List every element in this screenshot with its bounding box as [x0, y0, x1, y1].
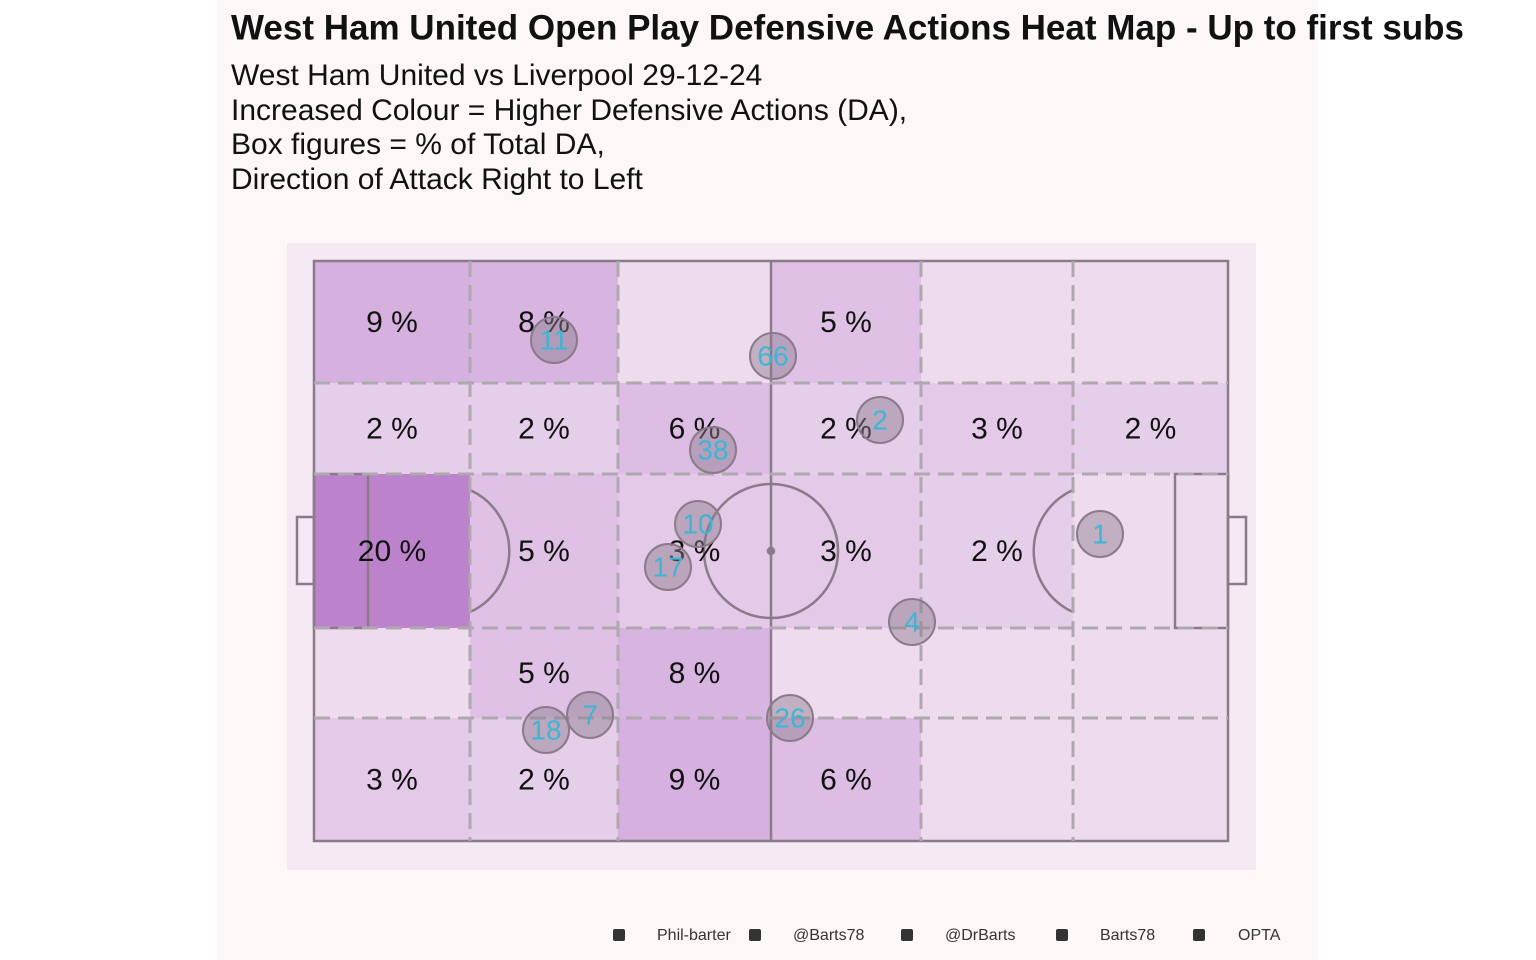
pitch-lines: [295, 259, 1248, 843]
heat-zone: [314, 383, 470, 474]
footer-text: Phil-barter: [657, 927, 731, 944]
zone-label: 8 %: [518, 306, 570, 339]
heat-zone: [921, 383, 1073, 474]
player-label: 4: [904, 606, 920, 637]
zone-label: 2 %: [518, 763, 570, 796]
player-layer: 11 66 2 38 10 17 4 7 18 26 1: [522, 316, 1124, 754]
heat-zone: [1073, 718, 1228, 841]
player-marker: [766, 694, 814, 742]
chart-title: West Ham United Open Play Defensive Acti…: [231, 8, 1464, 47]
player-label: 18: [530, 714, 561, 745]
heat-zone: [771, 718, 921, 841]
footer-icon: [749, 929, 761, 941]
player-label: 26: [774, 702, 805, 733]
player-label: 17: [652, 551, 683, 582]
footer-icon: [901, 929, 913, 941]
heat-zone: [618, 718, 771, 841]
zone-label: 9 %: [366, 306, 418, 339]
heat-zone: [618, 474, 771, 628]
zone-label: 2 %: [366, 412, 418, 445]
zone-label: 2 %: [1125, 412, 1177, 445]
subtitle: West Ham United vs Liverpool 29-12-24: [231, 59, 762, 92]
footer: Phil-barter @Barts78 @DrBarts Barts78 OPTA: [613, 927, 1281, 944]
player-marker: [522, 706, 570, 754]
player-label: 1: [1092, 518, 1108, 549]
heat-zone: [314, 474, 470, 628]
subtitle: Increased Colour = Higher Defensive Acti…: [231, 94, 907, 127]
heat-zone: [921, 261, 1073, 383]
heat-zone: [1073, 383, 1228, 474]
zone-label: 8 %: [669, 657, 721, 690]
player-marker: [689, 426, 737, 474]
heat-zone: [921, 628, 1073, 718]
heat-zone: [921, 718, 1073, 841]
heat-zone: [618, 261, 771, 383]
subtitle: Box figures = % of Total DA,: [231, 128, 605, 161]
heat-zone: [771, 628, 921, 718]
heat-zone: [771, 383, 921, 474]
footer-icon: [613, 929, 625, 941]
player-marker: [888, 598, 936, 646]
player-marker: [566, 691, 614, 739]
heat-zone: [618, 628, 771, 718]
zone-label: 3 %: [820, 535, 872, 568]
heat-zone: [470, 383, 618, 474]
heat-zone: [470, 261, 618, 383]
footer-icon: [1056, 929, 1068, 941]
heat-zone: [314, 628, 470, 718]
player-label: 7: [582, 699, 598, 730]
footer-icon: [1193, 929, 1205, 941]
heat-zone: [1073, 261, 1228, 383]
zone-label: 3 %: [366, 763, 418, 796]
zone-label: 5 %: [820, 306, 872, 339]
player-marker: [749, 332, 797, 380]
player-marker: [530, 316, 578, 364]
player-label: 2: [872, 404, 888, 435]
player-label: 10: [682, 508, 713, 539]
footer-text: OPTA: [1238, 927, 1281, 944]
heat-zone: [314, 261, 470, 383]
player-marker: [1076, 510, 1124, 558]
zone-label: 9 %: [669, 763, 721, 796]
player-label: 66: [757, 340, 788, 371]
zone-label: 2 %: [971, 535, 1023, 568]
zone-label: 20 %: [358, 535, 426, 568]
heat-zone: [314, 718, 470, 841]
zone-label: 6 %: [669, 412, 721, 445]
zone-label: 3 %: [669, 535, 721, 568]
player-marker: [856, 396, 904, 444]
heat-zone: [771, 474, 921, 628]
heat-zone: [470, 474, 618, 628]
zone-label: 2 %: [820, 412, 872, 445]
footer-text: @DrBarts: [945, 927, 1015, 944]
zone-label: 5 %: [518, 535, 570, 568]
zone-label: 3 %: [971, 412, 1023, 445]
heat-zone: [470, 628, 618, 718]
heat-zone: [1073, 628, 1228, 718]
player-label: 38: [697, 434, 728, 465]
player-label: 11: [539, 324, 568, 355]
label-layer: 9 % 8 % 5 % 2 % 2 % 6 % 2 % 3 % 2 % 20 % 5 % 3 % 3 %…: [358, 306, 1177, 797]
zone-lines: [314, 261, 1228, 841]
footer-text: Barts78: [1100, 927, 1155, 944]
heat-zone: [618, 383, 771, 474]
zone-label: 2 %: [518, 412, 570, 445]
heat-layer: [314, 261, 1228, 841]
subtitle: Direction of Attack Right to Left: [231, 163, 644, 196]
player-marker: [644, 543, 692, 591]
heat-zone: [921, 474, 1073, 628]
heat-zone: [1073, 474, 1228, 628]
zone-label: 6 %: [820, 763, 872, 796]
player-marker: [674, 500, 722, 548]
footer-text: @Barts78: [793, 927, 864, 944]
zone-label: 5 %: [518, 657, 570, 690]
